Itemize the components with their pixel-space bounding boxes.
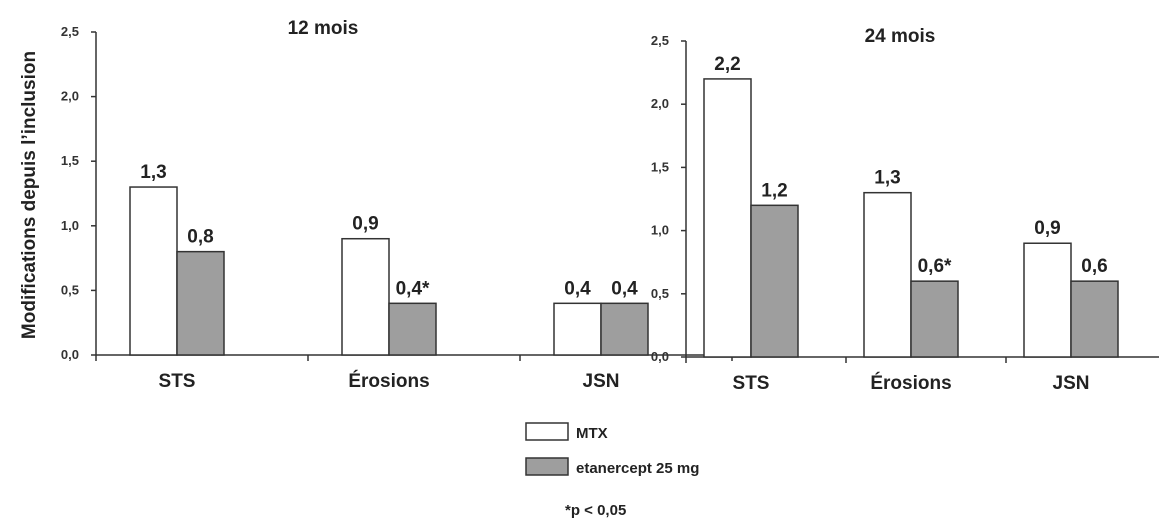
- bar-etanercept: [600, 302, 649, 356]
- bar-etanercept: [910, 280, 959, 358]
- y-tick-label: 0,5: [61, 282, 79, 297]
- panel-12-mois: 12 mois 0,0 0,5 1,0 1,5 2,0 2,5 1,3 0,8 STS 0,9 0,4…: [61, 18, 733, 392]
- y-tick-label: 2,5: [651, 33, 669, 48]
- data-label: 0,9: [352, 214, 378, 235]
- data-label: 0,8: [187, 227, 213, 248]
- x-tick-label: JSN: [583, 371, 620, 392]
- legend: MTX etanercept 25 mg: [525, 422, 699, 477]
- bar-etanercept: [388, 302, 437, 356]
- bar-mtx: [341, 237, 390, 356]
- data-label: 0,4: [564, 278, 591, 299]
- data-label: 1,3: [874, 168, 900, 189]
- legend-swatch-etanercept: [525, 457, 569, 476]
- footnote: *p < 0,05: [565, 502, 626, 519]
- bar-mtx: [1023, 242, 1072, 358]
- x-tick-label: Érosions: [870, 372, 951, 394]
- bar-etanercept: [1070, 280, 1119, 358]
- y-axis-label: Modifications depuis l’inclusion: [19, 51, 40, 339]
- y-tick-label: 2,0: [651, 96, 669, 111]
- bar-mtx: [863, 191, 912, 358]
- x-tick-label: JSN: [1053, 373, 1090, 394]
- bar-mtx: [553, 302, 602, 356]
- panel-title: 12 mois: [288, 18, 359, 39]
- legend-swatch-mtx: [525, 422, 569, 441]
- panel-title: 24 mois: [865, 26, 936, 47]
- bar-mtx: [703, 78, 752, 358]
- y-tick-label: 1,5: [651, 159, 669, 174]
- x-tick-label: STS: [733, 373, 770, 394]
- panel-24-mois: 24 mois 0,0 0,5 1,0 1,5 2,0 2,5 2,2 1,2 STS 1,3 0,6…: [651, 26, 1159, 394]
- data-label: 0,6: [1081, 256, 1107, 277]
- y-tick-label: 1,0: [61, 218, 79, 233]
- y-tick-label: 0,5: [651, 286, 669, 301]
- legend-label-mtx: MTX: [576, 425, 608, 442]
- y-tick-label: 1,0: [651, 223, 669, 238]
- y-tick-label: 2,0: [61, 89, 79, 104]
- data-label: 1,2: [761, 180, 787, 201]
- legend-label-etanercept: etanercept 25 mg: [576, 460, 699, 477]
- y-tick-label: 1,5: [61, 153, 79, 168]
- data-label: 1,3: [140, 162, 166, 183]
- y-tick-label: 0,0: [61, 347, 79, 362]
- data-label: 0,9: [1034, 218, 1060, 239]
- bar-etanercept: [750, 204, 799, 358]
- y-axis-label-group: Modifications depuis l’inclusion: [19, 51, 40, 339]
- x-tick-label: Érosions: [348, 370, 429, 392]
- y-tick-label: 2,5: [61, 24, 79, 39]
- data-label: 0,4: [611, 278, 638, 299]
- y-tick-label: 0,0: [651, 349, 669, 364]
- data-label: 0,6*: [918, 256, 952, 277]
- bar-etanercept: [176, 250, 225, 356]
- data-label: 0,4*: [396, 278, 430, 299]
- bar-mtx: [129, 186, 178, 356]
- x-tick-label: STS: [159, 371, 196, 392]
- data-label: 2,2: [714, 54, 740, 75]
